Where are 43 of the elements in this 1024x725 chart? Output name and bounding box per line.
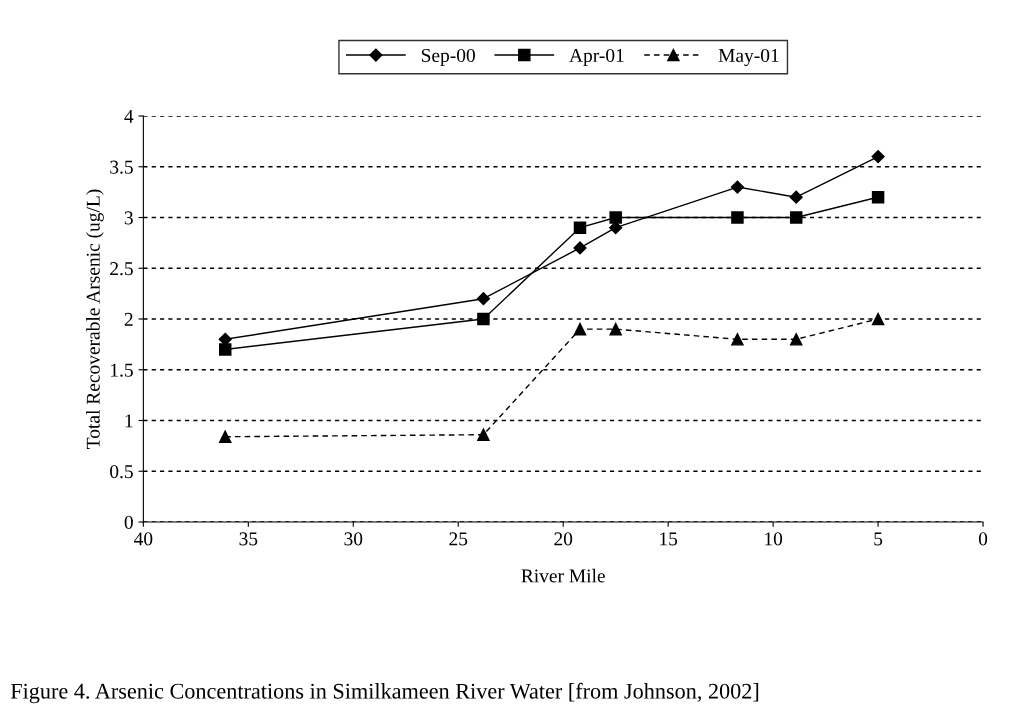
x-tick-label: 35: [239, 532, 258, 546]
y-tick-label: 2.5: [110, 262, 133, 276]
x-tick-label: 5: [874, 532, 883, 546]
y-axis-title: Total Recoverable Arsenic (ug/L): [86, 189, 104, 449]
x-axis-title: River Mile: [521, 568, 605, 583]
point: [573, 322, 587, 336]
y-tick-label: 1: [125, 414, 133, 428]
legend-label: Apr-01: [569, 48, 624, 66]
x-tick-label: 25: [449, 532, 468, 546]
point: [789, 190, 803, 204]
point: [477, 428, 490, 441]
point: [730, 180, 745, 194]
x-tick-label: 20: [554, 532, 573, 546]
point: [477, 312, 490, 326]
x-tick-label: 15: [660, 532, 678, 546]
point: [609, 211, 622, 224]
point: [731, 333, 744, 346]
point: [218, 430, 232, 443]
point: [218, 343, 232, 356]
y-tick-label: 1.5: [111, 363, 133, 377]
x-tick-label: 0: [978, 532, 988, 546]
x-tick-label: 30: [344, 532, 363, 546]
point: [789, 211, 803, 224]
point: [871, 150, 885, 164]
point: [789, 333, 803, 346]
caption: Figure 4. Arsenic Concentrations in Similkameen River Water [from Johnson, 2002]: [10, 682, 759, 704]
y-tick-label: 2: [124, 312, 133, 326]
point: [731, 211, 744, 224]
y-tick-label: 3.5: [110, 160, 133, 174]
y-tick-label: 4: [124, 109, 134, 123]
legend-label: May-01: [718, 48, 779, 67]
y-tick-label: 3: [124, 211, 133, 225]
y-tick-label: 0.5: [110, 465, 133, 479]
x-tick-label: 10: [765, 532, 783, 546]
point: [871, 312, 885, 326]
point: [476, 292, 491, 306]
point: [573, 221, 587, 234]
y-tick-label: 0: [124, 515, 133, 529]
x-tick-label: 40: [134, 532, 153, 546]
point: [609, 322, 622, 336]
point: [573, 241, 587, 255]
point: [871, 190, 885, 204]
legend-label: Sep-00: [421, 48, 475, 66]
